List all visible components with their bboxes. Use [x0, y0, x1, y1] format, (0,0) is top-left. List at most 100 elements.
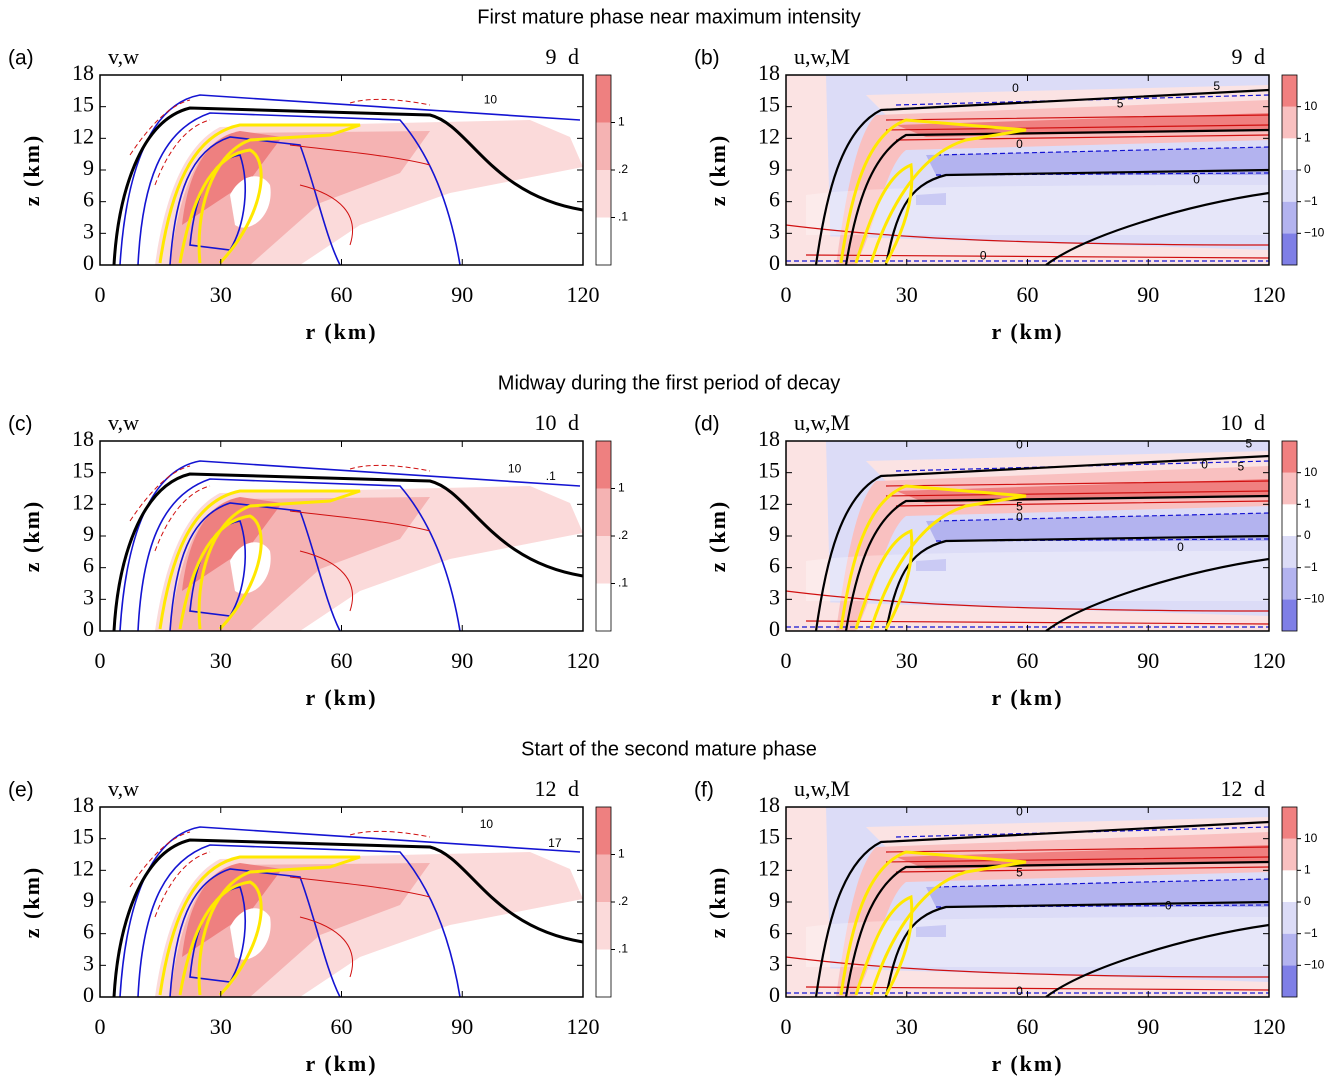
- fields-label: v,w: [108, 44, 139, 69]
- y-axis-label: z (km): [19, 500, 44, 572]
- colorbar-band: [596, 122, 611, 170]
- time-label: 10 d: [1221, 410, 1266, 435]
- colorbar-band: [596, 902, 611, 950]
- x-tick-label: 60: [1017, 282, 1039, 307]
- y-tick-label: 6: [83, 919, 94, 944]
- contour-label: 17: [548, 836, 562, 850]
- colorbar-tick-label: −10: [1304, 958, 1325, 972]
- colorbar-band: [596, 75, 611, 123]
- contour-label: 0: [1193, 173, 1200, 187]
- contour-label: 5: [1213, 79, 1220, 93]
- x-axis-label: r (km): [991, 1051, 1063, 1076]
- y-tick-label: 3: [83, 950, 94, 975]
- contour-field: [112, 459, 583, 631]
- panel-label: (d): [694, 413, 720, 436]
- panel-label: (a): [8, 47, 34, 70]
- colorbar-tick-label: .1: [618, 576, 628, 590]
- x-tick-label: 0: [95, 648, 106, 673]
- y-tick-label: 18: [758, 792, 780, 817]
- contour-label: 0: [1016, 804, 1023, 818]
- contour-label: 10: [484, 93, 498, 107]
- contour-label: 0: [1016, 137, 1023, 151]
- colorbar-tick-label: 1: [1304, 497, 1311, 511]
- y-tick-label: 6: [769, 187, 780, 212]
- colorbar-band: [1282, 138, 1297, 170]
- y-tick-label: 18: [72, 60, 94, 85]
- contour-label: 0: [1012, 81, 1019, 95]
- x-tick-label: 30: [210, 282, 232, 307]
- y-tick-label: 12: [758, 855, 780, 880]
- x-axis-label: r (km): [305, 685, 377, 710]
- x-tick-label: 30: [896, 648, 918, 673]
- contour-label: 5: [1016, 500, 1023, 514]
- contour-label: 0: [1016, 510, 1023, 524]
- colorbar-band: [1282, 441, 1297, 473]
- x-tick-label: 120: [567, 1014, 600, 1039]
- contour-label: 0: [1165, 898, 1172, 912]
- colorbar-band: [1282, 965, 1297, 997]
- colorbar-band: [1282, 75, 1297, 107]
- x-tick-label: 0: [781, 648, 792, 673]
- colorbar-band: [596, 807, 611, 855]
- y-tick-label: 15: [758, 458, 780, 483]
- x-tick-label: 90: [451, 282, 473, 307]
- y-axis-label: z (km): [705, 866, 730, 938]
- colorbar-tick-label: .2: [618, 894, 628, 908]
- x-axis-label: r (km): [305, 1051, 377, 1076]
- colorbar-tick-label: 10: [1304, 831, 1318, 845]
- contour-label: 0: [1016, 984, 1023, 998]
- contour-label: 10: [480, 817, 494, 831]
- x-tick-label: 90: [1137, 282, 1159, 307]
- colorbar-band: [596, 170, 611, 218]
- y-tick-label: 3: [769, 584, 780, 609]
- x-tick-label: 90: [451, 648, 473, 673]
- colorbar-band: [1282, 233, 1297, 265]
- colorbar-tick-label: −10: [1304, 226, 1325, 240]
- y-tick-label: 0: [769, 982, 780, 1007]
- y-tick-label: 3: [769, 218, 780, 243]
- contour-field: [112, 93, 583, 265]
- y-tick-label: 0: [83, 250, 94, 275]
- y-tick-label: 3: [83, 218, 94, 243]
- colorbar-band: [1282, 504, 1297, 536]
- y-tick-label: 9: [83, 155, 94, 180]
- colorbar-band: [1282, 201, 1297, 234]
- panel-label: (b): [694, 47, 720, 70]
- y-tick-label: 3: [769, 950, 780, 975]
- colorbar-band: [1282, 933, 1297, 966]
- fields-label: v,w: [108, 410, 139, 435]
- contour-field: [786, 441, 1269, 631]
- time-label: 12 d: [1221, 776, 1266, 801]
- x-tick-label: 60: [1017, 648, 1039, 673]
- fields-label: v,w: [108, 776, 139, 801]
- colorbar-band: [596, 583, 611, 631]
- contour-label: 0: [980, 249, 987, 263]
- y-tick-label: 9: [83, 887, 94, 912]
- colorbar-tick-label: .1: [618, 942, 628, 956]
- x-tick-label: 30: [896, 1014, 918, 1039]
- colorbar-tick-label: −1: [1304, 926, 1318, 940]
- x-tick-label: 120: [1253, 282, 1286, 307]
- x-tick-label: 0: [781, 282, 792, 307]
- y-tick-label: 9: [83, 521, 94, 546]
- x-tick-label: 90: [1137, 648, 1159, 673]
- y-tick-label: 15: [758, 92, 780, 117]
- colorbar-band: [1282, 106, 1297, 139]
- colorbar-band: [1282, 567, 1297, 600]
- y-tick-label: 18: [72, 792, 94, 817]
- y-tick-label: 15: [72, 824, 94, 849]
- contour-field: [112, 825, 583, 997]
- time-label: 9 d: [1232, 44, 1266, 69]
- colorbar-tick-label: 0: [1304, 894, 1311, 908]
- x-axis-label: r (km): [991, 685, 1063, 710]
- y-tick-label: 9: [769, 521, 780, 546]
- plot-area: [112, 459, 583, 631]
- y-axis-label: z (km): [19, 134, 44, 206]
- fields-label: u,w,M: [794, 776, 850, 801]
- x-tick-label: 60: [1017, 1014, 1039, 1039]
- colorbar-band: [1282, 807, 1297, 839]
- x-tick-label: 0: [95, 1014, 106, 1039]
- x-tick-label: 120: [567, 282, 600, 307]
- x-tick-label: 30: [896, 282, 918, 307]
